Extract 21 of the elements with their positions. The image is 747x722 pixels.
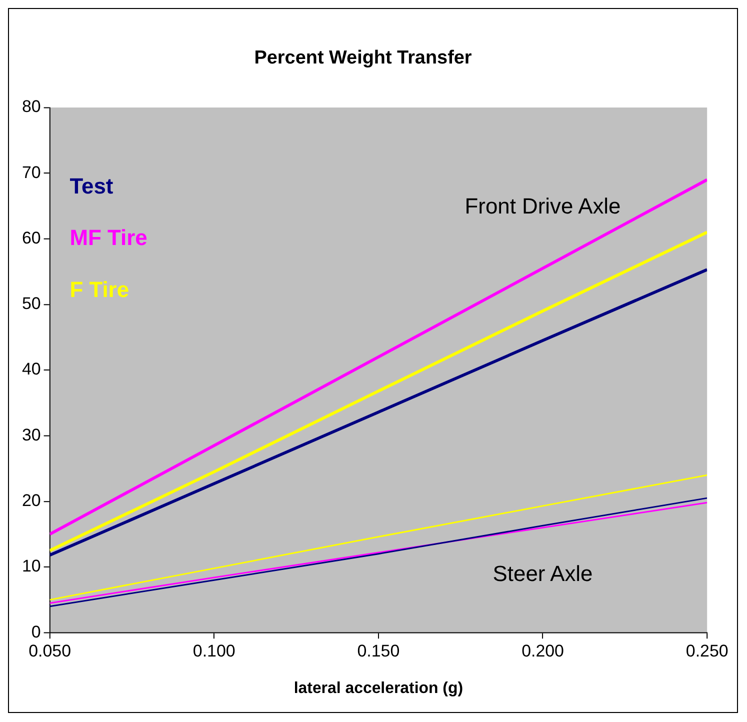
- y-tick-label: 70: [22, 162, 41, 182]
- y-tick-label: 40: [22, 360, 41, 379]
- text: F Tire: [70, 277, 130, 302]
- x-tick-label: 0.100: [192, 641, 236, 660]
- y-tick-label: 50: [22, 294, 41, 314]
- y-tick-label: 30: [22, 425, 41, 444]
- y-tick-label: 60: [22, 228, 41, 248]
- text: Test: [70, 173, 114, 198]
- x-axis-title: lateral acceleration (g): [294, 680, 464, 697]
- annotation: Steer Axle: [492, 560, 593, 586]
- y-tick-label: 20: [22, 491, 41, 510]
- y-tick-label: 10: [22, 556, 41, 576]
- text: MF Tire: [70, 225, 148, 250]
- chart-title: Percent Weight Transfer: [254, 47, 472, 68]
- y-tick-label: 0: [31, 622, 41, 642]
- y-tick-label: 80: [22, 97, 41, 116]
- x-tick-label: 0.250: [686, 641, 728, 660]
- annotation: Front Drive Axle: [464, 193, 621, 218]
- x-tick-label: 0.150: [357, 641, 400, 660]
- x-tick-label: 0.050: [28, 641, 71, 660]
- x-tick-label: 0.200: [522, 641, 564, 660]
